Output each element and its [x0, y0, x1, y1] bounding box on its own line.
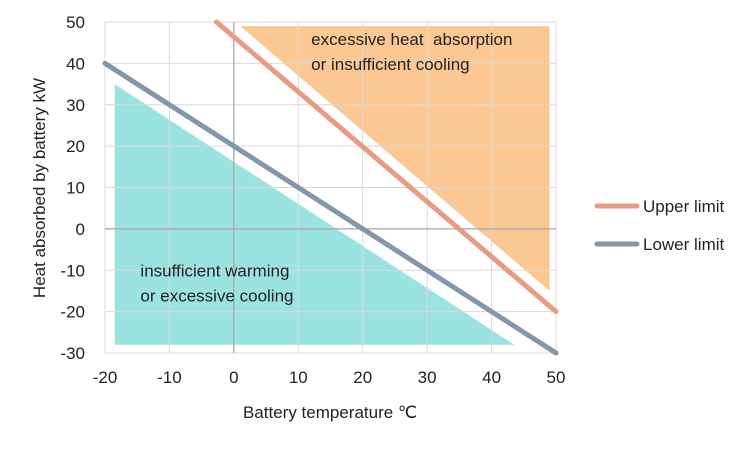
y-tick-label: 50 — [66, 13, 85, 32]
tick-labels: -20 -10 0 10 20 30 40 50 -30 -20 -10 0 10 20 30 40 50 — [60, 13, 565, 387]
legend-label-lower-limit: Lower limit — [643, 235, 725, 254]
x-tick-label: 30 — [418, 368, 437, 387]
x-tick-label: 20 — [353, 368, 372, 387]
x-tick-label: 10 — [289, 368, 308, 387]
insufficient-warming-region-label: insufficient warming — [140, 261, 289, 280]
axes-layer — [105, 22, 556, 353]
excessive-heat-region — [240, 26, 550, 291]
x-tick-label: -20 — [93, 368, 118, 387]
y-tick-label: 10 — [66, 179, 85, 198]
regions-layer — [114, 26, 550, 345]
x-tick-label: 40 — [482, 368, 501, 387]
series-line-lower-limit — [102, 60, 559, 356]
series-line-upper-limit — [213, 19, 559, 315]
y-tick-label: -10 — [60, 261, 85, 280]
legend-label-upper-limit: Upper limit — [643, 197, 725, 216]
excessive-heat-region-label: excessive heat absorption — [311, 30, 512, 49]
x-tick-label: 0 — [229, 368, 238, 387]
legend: Upper limit Lower limit — [594, 197, 725, 254]
insufficient-warming-region — [114, 84, 515, 345]
x-tick-label: 50 — [547, 368, 566, 387]
excessive-heat-region-label: or insufficient cooling — [311, 55, 469, 74]
series-layer — [102, 19, 559, 356]
region-labels: excessive heat absorption or insufficient… — [140, 30, 512, 306]
y-tick-label: -20 — [60, 303, 85, 322]
y-tick-label: 20 — [66, 137, 85, 156]
y-tick-label: -30 — [60, 344, 85, 363]
y-axis-title: Heat absorbed by battery kW — [30, 78, 49, 298]
insufficient-warming-region-label: or excessive cooling — [140, 286, 293, 305]
y-tick-label: 0 — [76, 220, 85, 239]
x-axis-title: Battery temperature ℃ — [243, 403, 417, 422]
x-tick-label: -10 — [157, 368, 182, 387]
y-tick-label: 40 — [66, 54, 85, 73]
y-tick-label: 30 — [66, 96, 85, 115]
